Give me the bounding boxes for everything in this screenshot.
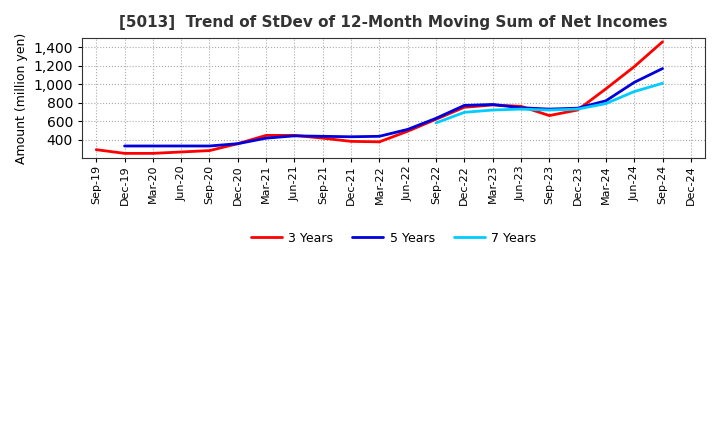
3 Years	[92, 147, 101, 152]
3 Years	[630, 64, 639, 70]
Line: 3 Years: 3 Years	[96, 42, 662, 154]
3 Years	[318, 136, 327, 141]
Legend: 3 Years, 5 Years, 7 Years: 3 Years, 5 Years, 7 Years	[246, 227, 541, 249]
5 Years	[233, 141, 242, 147]
5 Years	[432, 116, 441, 121]
7 Years	[488, 107, 497, 113]
3 Years	[403, 128, 412, 134]
3 Years	[262, 133, 271, 138]
3 Years	[148, 151, 157, 156]
3 Years	[177, 149, 186, 154]
5 Years	[488, 102, 497, 107]
7 Years	[658, 81, 667, 86]
5 Years	[573, 106, 582, 111]
3 Years	[205, 148, 214, 153]
Line: 5 Years: 5 Years	[125, 69, 662, 146]
5 Years	[658, 66, 667, 71]
7 Years	[432, 120, 441, 125]
5 Years	[545, 106, 554, 112]
5 Years	[318, 134, 327, 139]
3 Years	[460, 105, 469, 110]
7 Years	[517, 106, 526, 112]
5 Years	[148, 143, 157, 149]
3 Years	[432, 117, 441, 122]
5 Years	[460, 103, 469, 108]
Y-axis label: Amount (million yen): Amount (million yen)	[15, 33, 28, 164]
3 Years	[658, 39, 667, 44]
Line: 7 Years: 7 Years	[436, 83, 662, 123]
5 Years	[262, 136, 271, 141]
7 Years	[545, 107, 554, 113]
5 Years	[403, 127, 412, 132]
3 Years	[120, 151, 129, 156]
3 Years	[517, 104, 526, 109]
5 Years	[120, 143, 129, 149]
5 Years	[375, 134, 384, 139]
5 Years	[347, 134, 356, 139]
7 Years	[602, 101, 611, 106]
3 Years	[602, 86, 611, 92]
5 Years	[290, 133, 299, 139]
5 Years	[177, 143, 186, 149]
3 Years	[488, 103, 497, 108]
7 Years	[573, 106, 582, 112]
5 Years	[602, 98, 611, 103]
5 Years	[630, 80, 639, 85]
3 Years	[573, 107, 582, 113]
7 Years	[630, 89, 639, 94]
Title: [5013]  Trend of StDev of 12-Month Moving Sum of Net Incomes: [5013] Trend of StDev of 12-Month Moving…	[120, 15, 667, 30]
7 Years	[460, 110, 469, 115]
3 Years	[233, 141, 242, 147]
3 Years	[290, 133, 299, 138]
3 Years	[375, 139, 384, 144]
5 Years	[205, 143, 214, 149]
3 Years	[545, 113, 554, 118]
5 Years	[517, 105, 526, 110]
3 Years	[347, 139, 356, 144]
